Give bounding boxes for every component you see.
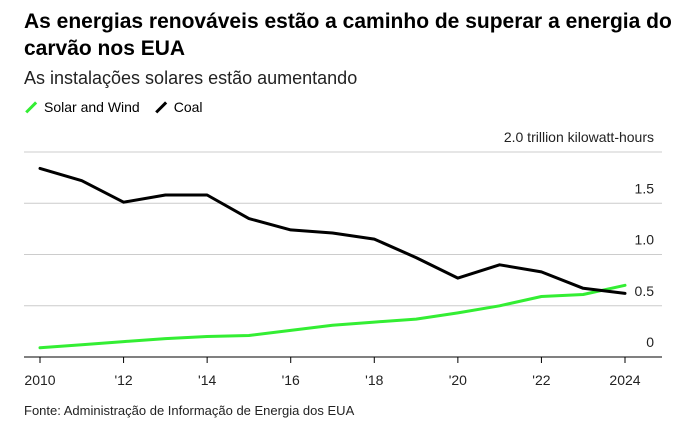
x-tick-label: 2024	[609, 372, 640, 388]
x-tick-label: '12	[114, 372, 132, 388]
chart-title: As energias renováveis estão a caminho d…	[24, 10, 672, 60]
chart-subtitle: As instalações solares estão aumentando	[24, 68, 358, 88]
legend: Solar and Wind Coal	[24, 99, 217, 115]
x-tick-label: '20	[449, 372, 467, 388]
y-tick-label: 1.0	[635, 232, 655, 248]
legend-label-coal: Coal	[173, 99, 203, 115]
line-chart: 0 0.5 1.0 1.5 2.0 trillion kilowatt-hours 201…	[24, 129, 662, 388]
legend-item-coal: Coal	[154, 99, 203, 115]
source-note: Fonte: Administração de Informação de En…	[24, 403, 355, 418]
x-tick-label: '22	[532, 372, 550, 388]
y-tick-label: 2.0 trillion kilowatt-hours	[504, 129, 654, 145]
legend-label-solar: Solar and Wind	[44, 99, 140, 115]
x-tick-label: 2010	[24, 372, 55, 388]
legend-item-solar: Solar and Wind	[24, 99, 140, 115]
x-tick-label: '18	[365, 372, 383, 388]
series-line-solar-and-wind	[38, 283, 627, 350]
y-tick-label: 1.5	[635, 180, 655, 196]
y-tick-label: 0	[646, 334, 654, 350]
x-tick-label: '16	[282, 372, 300, 388]
x-tick-label: '14	[198, 372, 216, 388]
y-tick-label: 0.5	[635, 283, 655, 299]
series-line-coal	[38, 166, 627, 295]
